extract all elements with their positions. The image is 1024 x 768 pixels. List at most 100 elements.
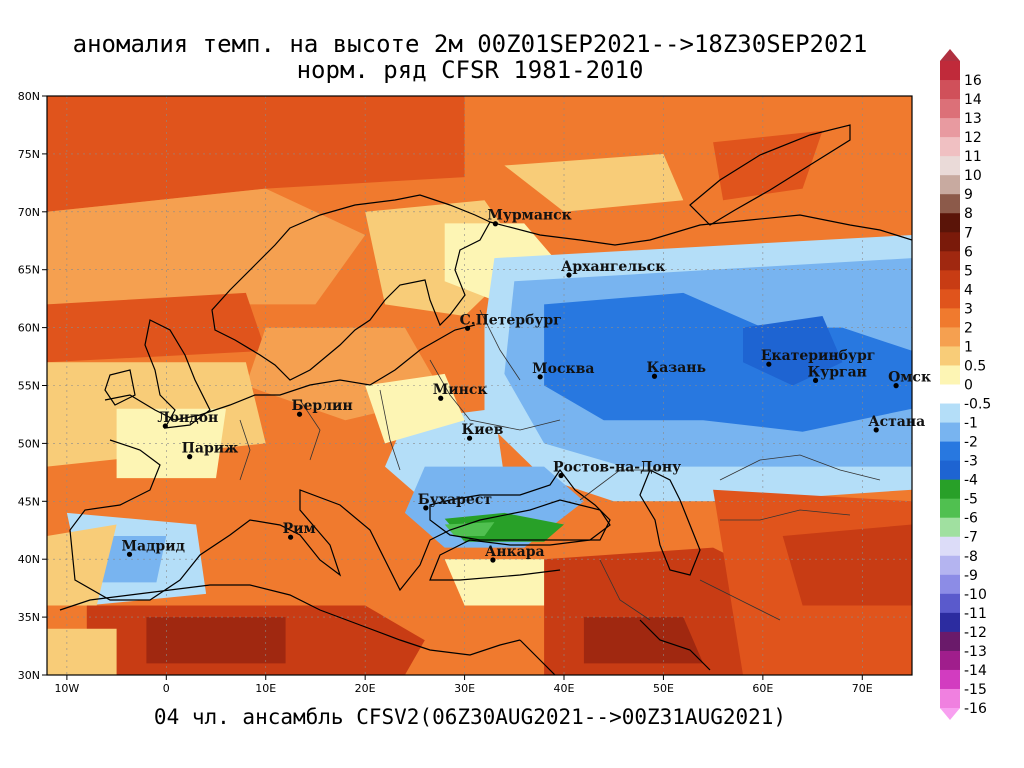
anomaly-region-2 — [47, 188, 366, 305]
legend-label: -4 — [964, 473, 978, 489]
city-marker — [537, 374, 543, 380]
city-label: Берлин — [292, 398, 353, 414]
anomaly-region-24 — [146, 617, 286, 664]
legend-label: 13 — [964, 111, 982, 127]
lat-tick-label: 55N — [18, 380, 40, 393]
lat-tick-label: 40N — [18, 553, 40, 566]
legend-swatch — [940, 403, 960, 424]
legend-label: 14 — [964, 92, 982, 108]
legend-label: -14 — [964, 663, 987, 679]
lon-tick-label: 30E — [454, 682, 475, 695]
legend-label: -1 — [964, 416, 978, 432]
city-label: Киев — [462, 422, 504, 438]
legend-label: -12 — [964, 625, 987, 641]
city-marker — [162, 423, 168, 429]
lat-tick-label: 70N — [18, 206, 40, 219]
city-marker — [466, 435, 473, 441]
legend-label: 8 — [964, 206, 973, 222]
anomaly-region-28 — [782, 524, 912, 606]
lat-tick-label: 60N — [18, 322, 40, 335]
city-label: Мурманск — [487, 208, 571, 224]
legend-swatch — [940, 213, 960, 233]
lon-tick-label: 0 — [163, 682, 170, 695]
city-marker — [873, 427, 879, 433]
legend-swatch — [940, 555, 960, 576]
legend-swatch — [940, 232, 960, 252]
red-sea-persian-gulf — [519, 619, 711, 675]
legend-swatch — [940, 346, 960, 366]
city-marker — [490, 557, 496, 563]
city-marker — [287, 534, 294, 540]
legend-swatch — [940, 175, 960, 195]
city-markers: Мурманск Архангельск С.Петербург Москва Каза… — [122, 208, 931, 563]
arctic-coast — [489, 214, 912, 246]
lon-tick-label: 10E — [255, 682, 276, 695]
caspian-coast — [639, 469, 701, 576]
anomaly-region-29 — [713, 130, 823, 201]
city-label: Рим — [283, 521, 316, 537]
legend-label: 16 — [964, 73, 982, 89]
city-label: Омск — [888, 370, 931, 386]
uk-coast — [104, 319, 211, 429]
city-label: Архангельск — [561, 259, 665, 275]
legend-swatch — [940, 574, 960, 595]
legend-label: 2 — [964, 320, 973, 336]
legend-swatch — [940, 289, 960, 309]
legend-label: -3 — [964, 454, 978, 470]
city-marker — [812, 377, 819, 384]
legend-swatch — [940, 327, 960, 347]
city-label: С.Петербург — [460, 312, 562, 328]
legend-label: 0 — [964, 378, 973, 394]
legend-swatch — [940, 441, 960, 462]
legend-label: 9 — [964, 187, 973, 203]
anomaly-region-1 — [47, 96, 465, 212]
legend-swatch — [940, 650, 960, 671]
legend-label: 1 — [964, 339, 973, 355]
legend-swatch — [940, 137, 960, 157]
lat-tick-label: 65N — [18, 264, 40, 277]
border-lines — [239, 309, 881, 621]
lat-tick-label: 45N — [18, 495, 40, 508]
country-borders — [239, 309, 881, 621]
city-label: Бухарест — [418, 492, 493, 508]
lon-tick-label: 50E — [653, 682, 674, 695]
legend-label: 5 — [964, 263, 973, 279]
legend-label: 6 — [964, 244, 973, 260]
anomaly-region-30 — [47, 628, 117, 675]
legend-swatch — [940, 270, 960, 290]
city-marker — [766, 361, 772, 367]
lon-tick-label: 20E — [355, 682, 376, 695]
legend-swatch — [940, 61, 960, 81]
legend-label: -16 — [964, 701, 987, 717]
anomaly-region-26 — [583, 617, 704, 664]
legend-swatch — [940, 384, 960, 405]
europe-coast — [69, 324, 611, 601]
legend-swatch — [940, 99, 960, 119]
legend-label: 4 — [964, 282, 973, 298]
legend-swatch — [940, 422, 960, 443]
legend-bottom-arrow — [940, 708, 960, 720]
ensemble-footer: 04 чл. ансамбль CFSV2(06Z30AUG2021-->00Z… — [153, 705, 787, 729]
lon-tick-label: 10W — [54, 682, 79, 695]
city-label: Курган — [808, 364, 867, 380]
lon-tick-label: 70E — [852, 682, 873, 695]
legend-swatch — [940, 251, 960, 271]
legend-label: 0.5 — [964, 358, 986, 374]
legend-label: -13 — [964, 644, 987, 660]
legend-swatch — [940, 479, 960, 500]
lon-tick-label: 60E — [752, 682, 773, 695]
city-marker — [566, 272, 572, 278]
city-marker — [893, 383, 899, 389]
city-marker — [423, 505, 429, 511]
city-marker — [492, 221, 499, 227]
legend-swatch — [940, 308, 960, 328]
coastlines — [59, 124, 912, 675]
anomaly-region-13 — [743, 316, 843, 386]
city-label: Москва — [532, 361, 594, 377]
lat-tick-label: 80N — [18, 90, 40, 103]
legend-swatch — [940, 688, 960, 709]
legend-swatch — [940, 194, 960, 214]
legend-label: -7 — [964, 530, 978, 546]
anomaly-region-15 — [365, 373, 465, 444]
